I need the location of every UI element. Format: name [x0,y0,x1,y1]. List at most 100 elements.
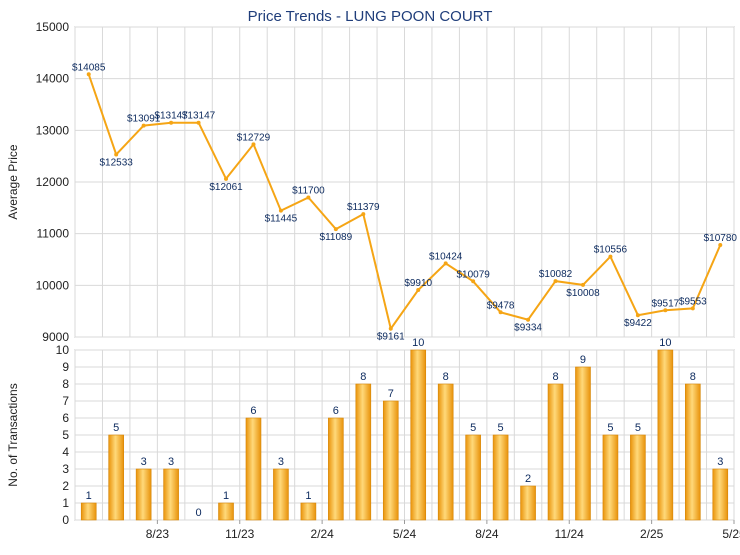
x-tick-label: 2/24 [310,527,334,541]
price-data-label: $13091 [127,114,161,125]
transactions-y-tick-label: 3 [62,462,69,476]
transaction-bar [712,468,729,521]
price-points [86,72,723,331]
price-point [251,142,256,147]
price-data-label: $10008 [566,288,600,299]
transaction-bar [163,468,179,521]
price-data-label: $11700 [292,186,325,197]
price-point [553,279,558,284]
transactions-y-tick-label: 10 [56,343,70,357]
price-point [635,313,640,318]
price-data-label: $9422 [624,318,652,329]
x-tick-label: 5/24 [393,527,417,541]
transactions-y-ticks: 0 1 2 3 4 5 6 7 8 9 10 [56,343,70,527]
transaction-bar [218,502,234,521]
transaction-bar [630,434,646,521]
transaction-count-label: 10 [412,337,424,349]
price-data-label: $12061 [209,182,243,193]
transaction-bar [520,485,536,521]
transaction-bar [465,434,481,521]
transaction-bar [108,434,124,521]
price-point [718,243,723,248]
transactions-y-tick-label: 2 [62,479,69,493]
transactions-y-tick-label: 8 [62,377,69,391]
transaction-bar [382,400,399,521]
price-plot: 9000 10000 11000 12000 13000 14000 15000 Avera… [6,20,737,344]
price-labels: $14085$12533$13091$13147$13147$12061$127… [72,62,737,342]
price-point [690,306,695,311]
transaction-count-label: 5 [470,422,476,434]
price-y-tick-label: 12000 [36,175,70,189]
price-data-label: $14085 [72,62,106,73]
transaction-bar [355,383,372,521]
transactions-y-tick-label: 4 [62,445,69,459]
price-point [114,152,119,157]
transaction-count-label: 1 [305,490,311,502]
transaction-bar [575,366,591,521]
price-point [141,123,146,128]
price-y-tick-label: 15000 [36,20,70,34]
price-y-tick-label: 14000 [36,72,70,86]
transaction-count-label: 3 [717,456,723,468]
price-data-label: $10780 [704,233,738,244]
transaction-bar [437,383,454,521]
price-data-label: $9334 [514,323,542,334]
price-point [663,308,668,313]
transaction-bar [685,383,701,521]
price-y-tick-label: 10000 [36,278,70,292]
price-point [443,261,448,266]
transaction-bar-labels: 1 5 3 3 0 1 6 3 1 6 8 7 10 8 5 5 2 8 9 5 5 10 8 3 [86,337,724,519]
transaction-count-label: 5 [113,422,119,434]
price-point [526,317,531,322]
transaction-count-label: 8 [552,371,558,383]
price-point [471,279,476,284]
transaction-bar [80,502,97,521]
transaction-bar [245,417,262,521]
transactions-y-tick-label: 0 [62,513,69,527]
transactions-gridlines [74,349,735,521]
transaction-count-label: 5 [635,422,641,434]
transaction-bar [657,349,674,521]
price-point [86,72,91,77]
transaction-count-label: 3 [141,456,147,468]
transaction-count-label: 3 [278,456,284,468]
price-point [333,227,338,232]
transaction-bar [300,502,317,521]
chart-title: Price Trends - LUNG POON COURT [248,8,493,25]
transaction-bar [273,468,289,521]
price-y-ticks: 9000 10000 11000 12000 13000 14000 15000 [36,20,70,344]
x-tick-label: 5/25 [722,527,740,541]
price-data-label: $13147 [182,111,216,122]
x-axis-ticks: 8/23 11/23 2/24 5/24 8/24 11/24 2/25 5/25 [146,520,740,541]
price-data-label: $11379 [347,202,380,213]
price-point [608,254,613,259]
price-point [416,287,421,292]
transactions-plot: 0 1 2 3 4 5 6 7 8 9 10 No. of Transactions 1 5 3 3 0 1 6… [6,337,740,541]
transaction-count-label: 2 [525,473,531,485]
transaction-count-label: 5 [607,422,613,434]
transaction-count-label: 7 [388,388,394,400]
transactions-y-axis-title: No. of Transactions [6,383,20,486]
transaction-count-label: 0 [196,507,202,519]
transaction-count-label: 8 [690,371,696,383]
price-y-axis-title: Average Price [6,144,20,219]
price-point [361,212,366,217]
price-point [169,120,174,125]
price-point [498,310,503,315]
price-point [306,195,311,200]
price-point [278,208,283,213]
x-tick-label: 2/25 [640,527,664,541]
transaction-count-label: 5 [498,422,504,434]
price-data-label: $13147 [154,111,188,122]
price-data-label: $12533 [100,157,134,168]
price-data-label: $10082 [539,269,573,280]
price-data-label: $9553 [679,296,707,307]
transaction-count-label: 3 [168,456,174,468]
price-data-label: $9161 [377,332,405,343]
transaction-count-label: 1 [86,490,92,502]
price-data-label: $9478 [487,300,515,311]
price-data-label: $10424 [429,251,463,262]
price-data-label: $10556 [594,245,628,256]
